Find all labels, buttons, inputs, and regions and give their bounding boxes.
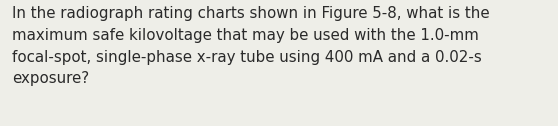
Text: In the radiograph rating charts shown in Figure 5-8, what is the
maximum safe ki: In the radiograph rating charts shown in… [12, 6, 490, 86]
